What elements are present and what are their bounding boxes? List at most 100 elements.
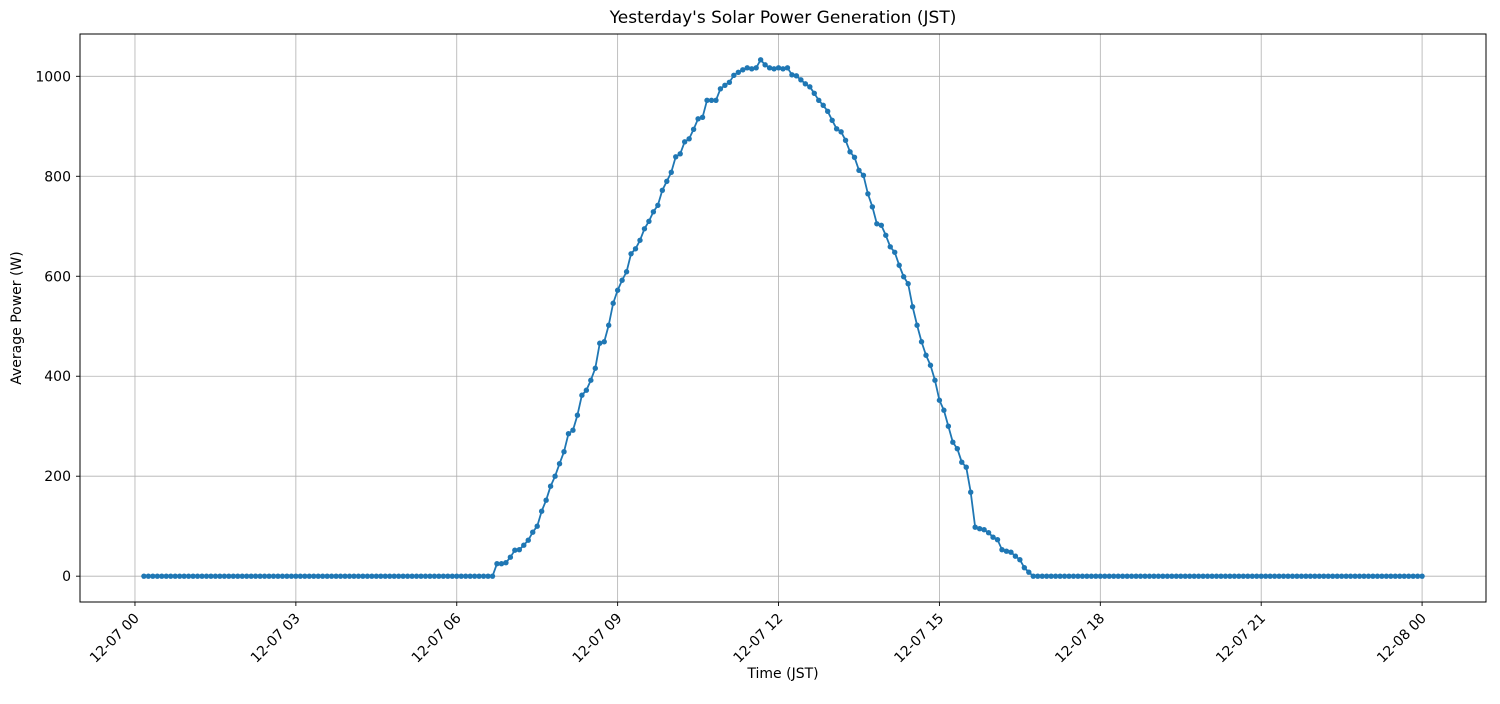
data-point-marker <box>1267 573 1273 579</box>
data-point-marker <box>1334 573 1340 579</box>
data-point-marker <box>1352 573 1358 579</box>
data-point-marker <box>1119 573 1126 579</box>
data-point-marker <box>740 67 746 73</box>
data-point-marker <box>1414 573 1421 579</box>
data-point-marker <box>1236 573 1242 579</box>
data-point-marker <box>1186 573 1193 579</box>
data-point-marker <box>1160 573 1166 579</box>
data-point-marker <box>833 126 840 132</box>
data-point-marker <box>695 116 701 122</box>
x-tick-label: 12-07 00 <box>87 611 143 667</box>
data-point-marker <box>829 117 835 124</box>
y-tick-label: 1000 <box>35 69 71 85</box>
plot-border <box>79 33 1487 603</box>
data-point-marker <box>364 573 371 579</box>
data-point-marker <box>203 573 210 579</box>
chart-title: Yesterday's Solar Power Generation (JST) <box>609 8 957 28</box>
data-point-marker <box>337 573 344 579</box>
data-point-marker <box>744 65 750 71</box>
x-tick-label: 12-07 12 <box>731 611 787 667</box>
data-point-marker <box>659 187 666 193</box>
data-point-marker <box>735 69 742 76</box>
data-point-marker <box>892 249 898 255</box>
data-point-marker <box>489 573 496 579</box>
data-point-marker <box>664 178 670 184</box>
data-point-marker <box>1401 573 1407 579</box>
data-point-marker <box>1419 573 1425 579</box>
data-point-marker <box>1039 573 1045 579</box>
data-point-marker <box>610 300 616 306</box>
data-point-marker <box>1294 573 1300 579</box>
data-point-marker <box>1249 573 1255 579</box>
data-point-marker <box>932 377 938 383</box>
data-point-marker <box>726 79 733 86</box>
data-point-marker <box>936 397 943 403</box>
data-point-marker <box>181 573 187 579</box>
data-point-marker <box>1146 573 1153 579</box>
data-point-marker <box>221 573 228 579</box>
data-point-marker <box>1289 573 1296 579</box>
data-point-marker <box>1173 573 1179 579</box>
data-point-marker <box>655 202 661 208</box>
data-point-marker <box>552 473 558 479</box>
data-point-marker <box>820 102 826 109</box>
data-point-marker <box>950 439 956 445</box>
data-point-marker <box>1097 573 1104 579</box>
data-point-marker <box>780 66 786 72</box>
data-point-marker <box>315 573 321 579</box>
data-point-marker <box>547 483 554 489</box>
data-point-marker <box>565 431 572 437</box>
data-point-marker <box>731 72 737 79</box>
data-point-marker <box>1370 573 1376 579</box>
data-point-marker <box>1392 573 1398 579</box>
data-point-marker <box>749 66 755 72</box>
data-point-marker <box>1347 573 1354 579</box>
data-point-marker <box>632 246 639 252</box>
data-point-marker <box>887 244 893 250</box>
data-point-marker <box>1169 573 1175 579</box>
data-point-marker <box>909 304 916 310</box>
data-point-marker <box>176 573 183 579</box>
data-point-marker <box>270 573 277 579</box>
data-point-marker <box>842 137 849 143</box>
data-point-marker <box>1012 553 1019 559</box>
data-point-marker <box>824 108 831 115</box>
y-axis-label: Average Power (W) <box>9 251 25 385</box>
data-point-marker <box>713 97 719 104</box>
data-point-marker <box>900 274 907 280</box>
data-point-marker <box>476 573 482 579</box>
data-point-marker <box>1410 573 1416 579</box>
data-point-marker <box>865 191 871 197</box>
data-point-marker <box>1231 573 1238 579</box>
data-point-marker <box>561 449 567 455</box>
data-point-marker <box>1017 556 1023 563</box>
data-point-marker <box>588 377 594 383</box>
data-point-marker <box>521 542 527 548</box>
data-point-marker <box>923 352 929 358</box>
data-point-marker <box>896 262 902 268</box>
data-point-marker <box>288 573 295 579</box>
data-point-marker <box>775 65 782 71</box>
data-point-marker <box>1280 573 1287 579</box>
y-tick-label: 800 <box>44 169 71 185</box>
data-point-marker <box>1276 573 1282 579</box>
data-point-marker <box>1111 573 1117 579</box>
data-point-marker <box>266 573 272 579</box>
data-point-marker <box>230 573 236 579</box>
data-point-marker <box>1316 573 1323 579</box>
data-point-marker <box>677 151 683 157</box>
data-point-marker <box>235 573 241 579</box>
data-point-marker <box>690 126 697 132</box>
data-point-marker <box>722 82 728 89</box>
data-point-marker <box>905 281 911 287</box>
data-point-marker <box>784 65 791 71</box>
y-tick-label: 400 <box>44 369 71 385</box>
x-tick-label: 12-08 00 <box>1374 611 1430 667</box>
data-point-marker <box>686 136 692 142</box>
data-point-marker <box>619 277 625 283</box>
data-point-marker <box>762 62 768 68</box>
data-point-marker <box>404 573 411 579</box>
data-point-marker <box>1035 573 1041 579</box>
data-point-marker <box>257 573 263 579</box>
data-point-marker <box>673 154 679 160</box>
